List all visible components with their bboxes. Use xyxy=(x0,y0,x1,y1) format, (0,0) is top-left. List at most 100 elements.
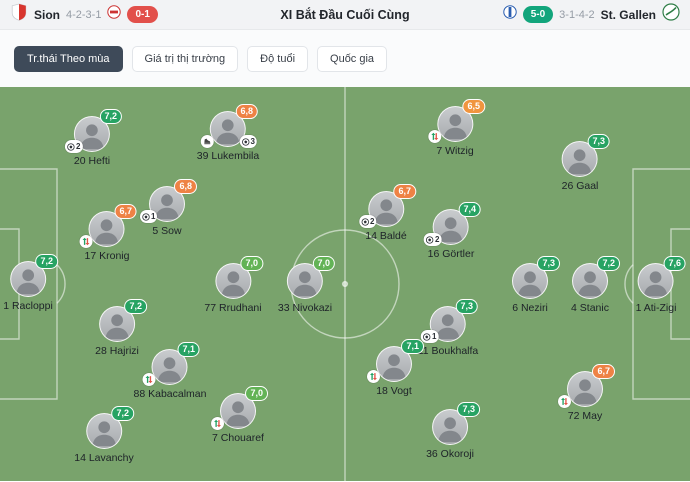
player-label: 26 Gaal xyxy=(561,180,599,192)
player-rating-badge: 6,7 xyxy=(592,364,615,380)
player-hefti[interactable]: 7,2 2 20 Hefti xyxy=(65,109,122,167)
player-avatar: 6,8 3 xyxy=(201,104,258,148)
player-rating-badge: 6,7 xyxy=(393,184,416,200)
player-neziri[interactable]: 7,3 6 Neziri xyxy=(512,256,560,314)
player-boukhalfa[interactable]: 7,3 1 11 Boukhalfa xyxy=(417,299,479,357)
player-label: 33 Nivokazi xyxy=(277,302,333,314)
player-avatar: 6,7 2 xyxy=(358,184,416,228)
tab-market-value[interactable]: Giá trị thị trường xyxy=(131,45,239,72)
goal-count-badge: 2 xyxy=(424,233,442,246)
player-lukembila[interactable]: 6,8 3 39 Lukembila xyxy=(197,104,259,162)
player-label: 16 Görtler xyxy=(427,248,475,260)
player-avatar: 7,3 1 xyxy=(421,299,478,343)
player-rating-badge: 7,0 xyxy=(245,386,268,402)
player-avatar: 6,5 xyxy=(428,99,485,143)
player-photo-icon xyxy=(216,264,250,298)
player-vogt[interactable]: 7,1 18 Vogt xyxy=(367,339,424,397)
player-avatar: 7,3 xyxy=(431,402,480,445)
player-label: 17 Kronig xyxy=(84,250,130,262)
player-rating-badge: 7,1 xyxy=(177,342,200,358)
substitution-icon xyxy=(367,370,380,383)
player-may[interactable]: 6,7 72 May xyxy=(558,364,615,422)
tab-nationality[interactable]: Quốc gia xyxy=(317,45,388,72)
player-avatar: 7,2 xyxy=(10,254,58,297)
away-team-name: St. Gallen xyxy=(600,7,656,22)
player-racloppi[interactable]: 7,2 1 Racloppi xyxy=(3,254,58,312)
player-photo-icon xyxy=(369,192,403,226)
player-label: 1 Ati-Zigi xyxy=(635,302,677,314)
substitution-icon xyxy=(210,417,224,430)
player-rating-badge: 7,2 xyxy=(111,406,134,422)
player-avatar: 7,2 2 xyxy=(65,109,122,153)
player-avatar: 7,2 xyxy=(571,256,620,299)
player-label: 77 Rrudhani xyxy=(204,302,262,314)
home-last-result[interactable]: 0-1 xyxy=(127,6,158,23)
player-rating-badge: 7,1 xyxy=(401,339,424,355)
goal-count-badge: 1 xyxy=(140,210,158,223)
player-bald-[interactable]: 6,7 2 14 Baldé xyxy=(358,184,416,242)
player-kronig[interactable]: 6,7 17 Kronig xyxy=(79,204,137,262)
home-team-header[interactable]: Sion 4-2-3-1 0-1 xyxy=(10,3,158,26)
player-g-rtler[interactable]: 7,4 2 16 Görtler xyxy=(424,202,481,260)
player-rating-badge: 7,3 xyxy=(537,256,560,272)
player-gaal[interactable]: 7,3 26 Gaal xyxy=(561,134,610,192)
player-avatar: 7,0 xyxy=(287,256,335,299)
player-photo-icon xyxy=(75,117,109,151)
player-rating-badge: 6,5 xyxy=(462,99,485,115)
player-avatar: 6,7 xyxy=(558,364,615,408)
player-nivokazi[interactable]: 7,0 33 Nivokazi xyxy=(277,256,335,314)
tab-season-form[interactable]: Tr.thái Theo mùa xyxy=(14,45,123,72)
player-lavanchy[interactable]: 7,2 14 Lavanchy xyxy=(74,406,134,464)
goal-count-badge: 3 xyxy=(239,135,257,148)
player-avatar: 7,0 xyxy=(215,256,263,299)
player-photo-icon xyxy=(153,350,187,384)
player-sow[interactable]: 6,8 1 5 Sow xyxy=(140,179,197,237)
player-label: 6 Neziri xyxy=(512,302,548,314)
player-avatar: 7,1 xyxy=(367,339,424,383)
player-rating-badge: 7,4 xyxy=(458,202,481,218)
player-photo-icon xyxy=(288,264,322,298)
player-photo-icon xyxy=(568,372,602,406)
player-rating-badge: 7,2 xyxy=(35,254,58,270)
pitch: 7,2 1 Racloppi 7,2 2 20 Hefti 6,7 17 K xyxy=(0,87,690,481)
player-photo-icon xyxy=(87,414,121,448)
player-hajrizi[interactable]: 7,2 28 Hajrizi xyxy=(95,299,147,357)
player-witzig[interactable]: 6,5 7 Witzig xyxy=(428,99,485,157)
player-avatar: 7,4 2 xyxy=(424,202,481,246)
home-formation: 4-2-3-1 xyxy=(66,8,102,21)
away-last-result[interactable]: 5-0 xyxy=(522,6,554,23)
player-avatar: 7,2 xyxy=(85,406,134,449)
player-photo-icon xyxy=(433,410,467,444)
player-avatar: 7,1 xyxy=(143,342,200,386)
player-rrudhani[interactable]: 7,0 77 Rrudhani xyxy=(204,256,263,314)
header: Sion 4-2-3-1 0-1 XI Bắt Đầu Cuối Cùng 5-… xyxy=(0,0,690,30)
player-rating-badge: 7,3 xyxy=(455,299,478,315)
home-team-name: Sion xyxy=(34,7,60,22)
tab-age[interactable]: Độ tuổi xyxy=(247,45,309,72)
away-team-header[interactable]: 5-0 3-1-4-2 St. Gallen xyxy=(503,3,680,26)
player-rating-badge: 7,2 xyxy=(124,299,147,315)
player-okoroji[interactable]: 7,3 36 Okoroji xyxy=(426,402,480,460)
player-photo-icon xyxy=(431,307,465,341)
player-ati-zigi[interactable]: 7,6 1 Ati-Zigi xyxy=(635,256,686,314)
assist-boot-icon xyxy=(201,135,214,148)
player-rating-badge: 7,6 xyxy=(663,256,686,272)
player-label: 28 Hajrizi xyxy=(95,345,139,357)
player-label: 14 Baldé xyxy=(365,230,407,242)
player-rating-badge: 7,0 xyxy=(240,256,263,272)
player-label: 36 Okoroji xyxy=(426,448,474,460)
player-label: 5 Sow xyxy=(152,225,182,237)
player-kabacalman[interactable]: 7,1 88 Kabacalman xyxy=(134,342,206,400)
substitution-icon xyxy=(79,235,93,248)
player-stanic[interactable]: 7,2 4 Stanic xyxy=(571,256,620,314)
player-label: 11 Boukhalfa xyxy=(417,345,479,357)
player-rating-badge: 6,7 xyxy=(114,204,137,220)
player-avatar: 7,0 xyxy=(210,386,268,430)
player-chouaref[interactable]: 7,0 7 Chouaref xyxy=(210,386,268,444)
player-photo-icon xyxy=(513,264,547,298)
player-photo-icon xyxy=(639,264,673,298)
player-label: 14 Lavanchy xyxy=(74,452,134,464)
player-photo-icon xyxy=(11,262,45,296)
player-photo-icon xyxy=(377,347,411,381)
